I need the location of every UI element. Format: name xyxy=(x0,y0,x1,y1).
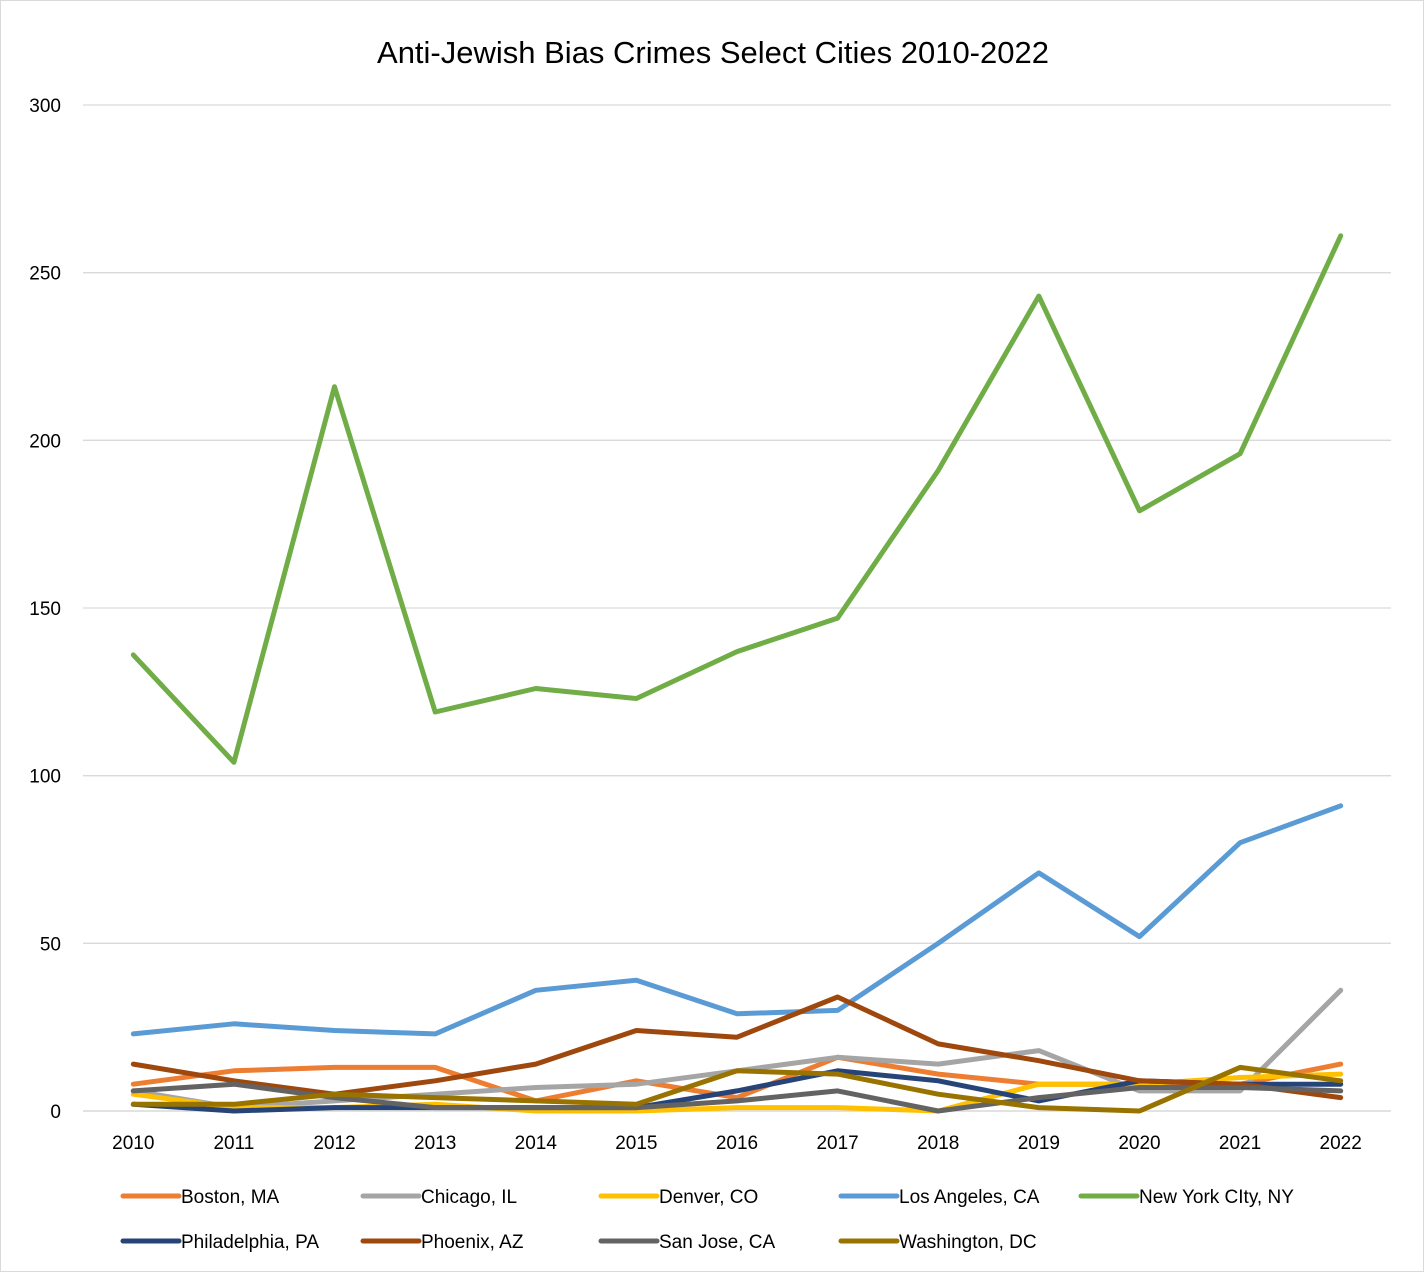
legend-item: Boston, MA xyxy=(120,1187,280,1208)
axes: 0 50 100 150 200 250 300 2010 2011 2012 2013 2014 20… xyxy=(29,96,1391,1154)
legend-item: Denver, CO xyxy=(598,1187,758,1208)
x-tick-label: 2022 xyxy=(1320,1133,1362,1154)
series-line-washington-dc xyxy=(130,1064,1344,1114)
legend-item: Washington, DC xyxy=(838,1232,1037,1253)
series-line-san-jose-ca xyxy=(130,1081,1344,1114)
x-tick-label: 2011 xyxy=(213,1133,254,1154)
chart-title: Anti-Jewish Bias Crimes Select Cities 20… xyxy=(377,35,1049,70)
legend-item: Phoenix, AZ xyxy=(360,1232,524,1253)
x-tick-label: 2012 xyxy=(313,1133,355,1154)
legend-item: New York CIty, NY xyxy=(1078,1187,1294,1208)
y-tick-label: 50 xyxy=(40,934,61,955)
legend-label: New York CIty, NY xyxy=(1139,1187,1294,1208)
y-tick-label: 0 xyxy=(50,1102,61,1123)
legend-label: Boston, MA xyxy=(181,1187,280,1208)
legend-label: Chicago, IL xyxy=(421,1187,517,1208)
x-tick-label: 2021 xyxy=(1219,1133,1261,1154)
x-tick-label: 2015 xyxy=(615,1133,657,1154)
legend-label: Philadelphia, PA xyxy=(181,1232,319,1253)
legend-label: Phoenix, AZ xyxy=(421,1232,524,1253)
y-tick-label: 300 xyxy=(29,96,61,117)
x-tick-label: 2019 xyxy=(1018,1133,1060,1154)
x-tick-label: 2020 xyxy=(1118,1133,1160,1154)
x-tick-label: 2018 xyxy=(917,1133,959,1154)
legend: Boston, MA Chicago, IL Denver, CO Los Angel… xyxy=(120,1187,1294,1253)
legend-item: Chicago, IL xyxy=(360,1187,517,1208)
series-lines xyxy=(130,233,1344,1114)
x-tick-label: 2014 xyxy=(515,1133,558,1154)
legend-label: Denver, CO xyxy=(659,1187,758,1208)
y-tick-label: 200 xyxy=(29,431,61,452)
legend-label: San Jose, CA xyxy=(659,1232,775,1253)
legend-item: Philadelphia, PA xyxy=(120,1232,319,1253)
y-tick-label: 100 xyxy=(29,767,61,788)
series-line-new-york-city-ny xyxy=(130,233,1344,765)
series-line-los-angeles-ca xyxy=(130,803,1344,1037)
legend-label: Los Angeles, CA xyxy=(899,1187,1040,1208)
y-tick-label: 150 xyxy=(29,599,61,620)
legend-label: Washington, DC xyxy=(899,1232,1037,1253)
legend-item: San Jose, CA xyxy=(598,1232,775,1253)
x-tick-label: 2010 xyxy=(112,1133,154,1154)
gridlines xyxy=(83,104,1391,944)
x-tick-label: 2016 xyxy=(716,1133,758,1154)
x-tick-label: 2017 xyxy=(816,1133,858,1154)
legend-item: Los Angeles, CA xyxy=(838,1187,1040,1208)
y-tick-label: 250 xyxy=(29,264,61,285)
x-tick-label: 2013 xyxy=(414,1133,456,1154)
